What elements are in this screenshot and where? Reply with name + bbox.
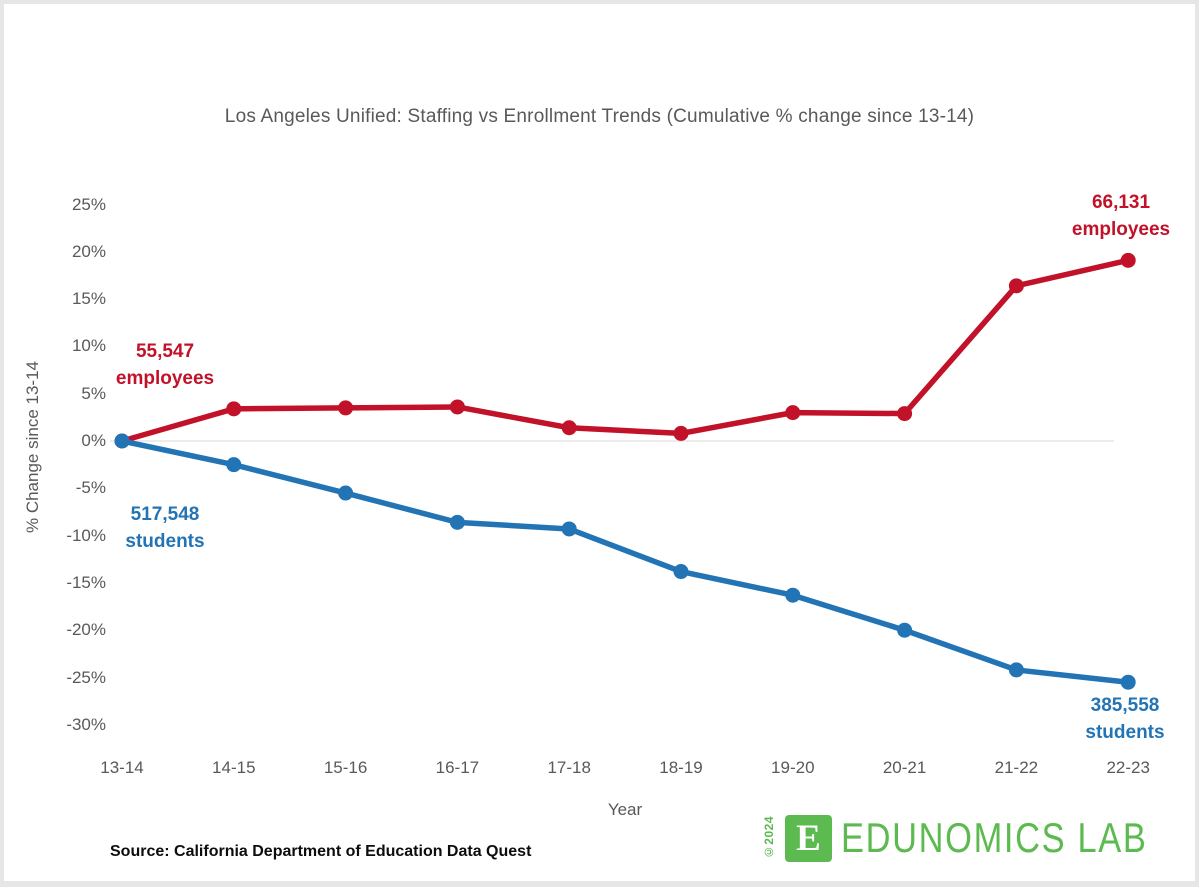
y-tick-label: -10% bbox=[66, 525, 106, 545]
annotation-students-end: 385,558 students bbox=[1050, 692, 1199, 746]
y-tick-label: 0% bbox=[81, 431, 106, 450]
x-axis-title: Year bbox=[607, 800, 643, 819]
x-tick-label: 13-14 bbox=[100, 758, 144, 777]
employees-end-label: employees bbox=[1071, 219, 1171, 240]
edunomics-monogram-icon: E bbox=[785, 814, 832, 862]
students-start-value: 517,548 bbox=[130, 504, 200, 525]
employees-end-value: 66,131 bbox=[1091, 192, 1151, 213]
y-tick-label: -5% bbox=[75, 478, 106, 498]
x-tick-label: 22-23 bbox=[1106, 758, 1150, 777]
chart-canvas bbox=[4, 4, 1195, 881]
line-students bbox=[121, 438, 1129, 685]
annotation-students-start: 517,548 students bbox=[90, 501, 240, 555]
line-employees bbox=[121, 257, 1129, 444]
data-point-students bbox=[561, 521, 577, 537]
edunomics-lab-logo: ©2024 E EDUNOMICS LAB bbox=[762, 810, 1199, 866]
annotation-employees-end: 66,131 employees bbox=[1046, 189, 1196, 243]
data-point-students bbox=[338, 485, 354, 501]
data-point-students bbox=[897, 622, 913, 638]
chart-title: Los Angeles Unified: Staffing vs Enrollm… bbox=[224, 106, 975, 127]
data-point-employees bbox=[449, 399, 465, 415]
data-point-employees bbox=[561, 420, 577, 436]
source-note: Source: California Department of Educati… bbox=[110, 843, 532, 860]
x-tick-label: 16-17 bbox=[435, 758, 480, 777]
data-point-employees bbox=[1008, 278, 1024, 294]
logo-copyright-year: ©2024 bbox=[762, 816, 776, 860]
data-point-students bbox=[226, 457, 242, 473]
data-point-students bbox=[449, 514, 465, 530]
y-tick-label: -20% bbox=[66, 620, 106, 640]
y-tick-label: 20% bbox=[71, 241, 106, 261]
x-tick-label: 15-16 bbox=[323, 758, 368, 777]
x-tick-label: 14-15 bbox=[212, 758, 256, 777]
students-start-label: students bbox=[125, 531, 205, 552]
data-point-employees bbox=[785, 405, 801, 421]
employees-start-label: employees bbox=[115, 368, 215, 389]
y-tick-label: -30% bbox=[66, 714, 106, 734]
x-tick-label: 17-18 bbox=[547, 758, 591, 777]
data-point-employees bbox=[226, 401, 242, 417]
data-point-employees bbox=[673, 425, 689, 441]
x-tick-label: 18-19 bbox=[659, 758, 703, 777]
data-point-students bbox=[114, 433, 130, 449]
data-point-employees bbox=[338, 400, 354, 416]
y-tick-label: -15% bbox=[66, 572, 106, 592]
annotation-employees-start: 55,547 employees bbox=[90, 338, 240, 392]
y-tick-label: 10% bbox=[71, 336, 106, 356]
data-point-students bbox=[1120, 674, 1136, 690]
employees-start-value: 55,547 bbox=[135, 341, 195, 362]
y-tick-label: -25% bbox=[66, 667, 106, 687]
logo-wordmark: EDUNOMICS LAB bbox=[841, 814, 1148, 861]
y-tick-label: 25% bbox=[71, 194, 106, 214]
data-point-employees bbox=[1120, 252, 1136, 268]
students-end-label: students bbox=[1085, 722, 1165, 743]
x-tick-label: 20-21 bbox=[882, 758, 927, 777]
data-point-employees bbox=[897, 406, 913, 422]
students-end-value: 385,558 bbox=[1090, 695, 1160, 716]
data-point-students bbox=[1008, 662, 1024, 678]
data-point-students bbox=[673, 564, 689, 580]
y-tick-label: 15% bbox=[71, 289, 106, 309]
x-tick-label: 19-20 bbox=[771, 758, 815, 777]
x-tick-label: 21-22 bbox=[994, 758, 1039, 777]
y-tick-label: 5% bbox=[81, 383, 106, 403]
data-point-students bbox=[785, 587, 801, 603]
y-axis-title: % Change since 13-14 bbox=[23, 360, 42, 534]
